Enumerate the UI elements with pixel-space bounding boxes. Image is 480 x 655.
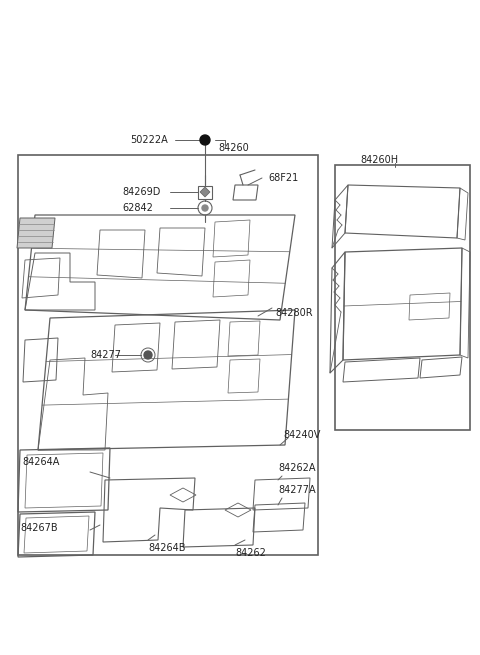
Circle shape <box>202 205 208 211</box>
Circle shape <box>144 351 152 359</box>
Text: 84277A: 84277A <box>278 485 316 495</box>
Text: 84264A: 84264A <box>22 457 60 467</box>
Circle shape <box>200 135 210 145</box>
Polygon shape <box>17 218 55 248</box>
Polygon shape <box>200 187 210 197</box>
Text: 84262: 84262 <box>235 548 266 558</box>
Text: 84267B: 84267B <box>20 523 58 533</box>
Text: 84260H: 84260H <box>360 155 398 165</box>
Text: 68F21: 68F21 <box>268 173 298 183</box>
Text: 84264B: 84264B <box>148 543 185 553</box>
Text: 84269D: 84269D <box>122 187 160 197</box>
Text: 62842: 62842 <box>122 203 153 213</box>
Text: 84240V: 84240V <box>283 430 320 440</box>
Text: 50222A: 50222A <box>130 135 168 145</box>
Text: 84277: 84277 <box>90 350 121 360</box>
Text: 84260: 84260 <box>218 143 249 153</box>
Text: 84262A: 84262A <box>278 463 315 473</box>
Text: 84280R: 84280R <box>275 308 312 318</box>
